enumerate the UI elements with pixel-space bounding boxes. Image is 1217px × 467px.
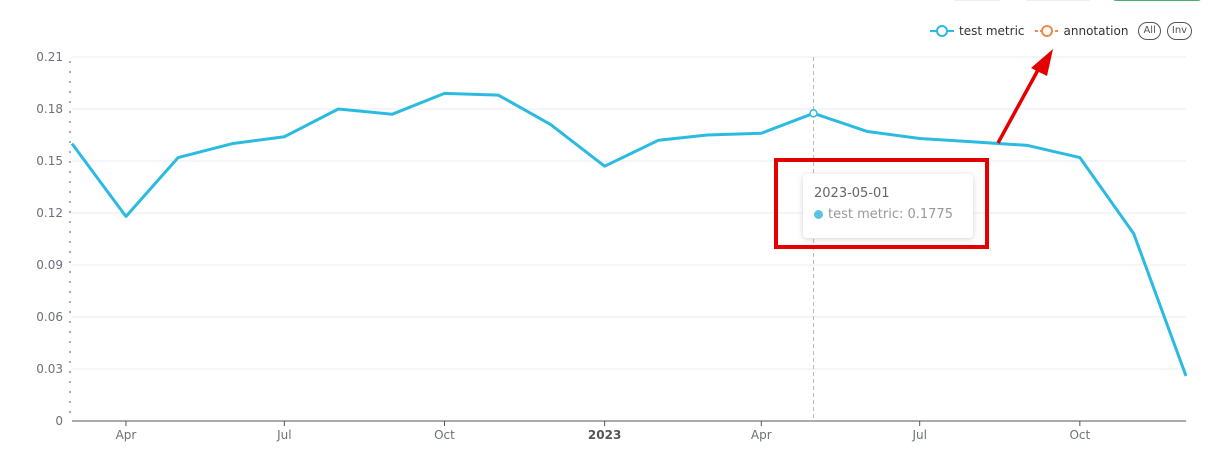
legend-line-circle-icon	[930, 25, 954, 37]
tooltip-date: 2023-05-01	[814, 186, 890, 201]
annotation-overlay	[774, 49, 1053, 249]
y-tick-label: 0.21	[36, 50, 63, 64]
x-axis-ticks: Apr Jul Oct 2023 Apr Jul Oct	[116, 421, 1090, 442]
grid-lines	[72, 56, 1186, 370]
legend-label: annotation	[1063, 24, 1129, 38]
y-axis-ticks: 0 0.03 0.06 0.09 0.12 0.15 0.18 0.21	[36, 50, 71, 428]
y-tick-label: 0.18	[36, 102, 63, 116]
highlighted-data-point	[809, 109, 818, 118]
toolbar-button-stub[interactable]	[952, 0, 1002, 1]
x-tick-label: Oct	[434, 428, 455, 442]
y-tick-label: 0.06	[36, 310, 63, 324]
arrow-head-icon	[1031, 49, 1053, 76]
x-tick-label: Apr	[751, 428, 772, 442]
tooltip-value-text: test metric: 0.1775	[828, 207, 953, 222]
y-tick-label: 0.12	[36, 206, 63, 220]
legend: test metric annotation All Inv	[930, 20, 1198, 42]
toolbar-button-stub[interactable]	[1112, 0, 1202, 1]
y-tick-label: 0	[55, 414, 63, 428]
legend-item-test-metric[interactable]: test metric	[930, 24, 1025, 38]
x-tick-label: 2023	[588, 428, 621, 442]
y-tick-label: 0.15	[36, 154, 63, 168]
legend-item-annotation[interactable]: annotation	[1034, 24, 1129, 38]
tooltip-series-dot-icon	[814, 210, 823, 219]
series-test-metric	[70, 91, 1188, 377]
x-tick-label: Jul	[911, 428, 926, 442]
highlight-box	[774, 158, 989, 249]
y-tick-label: 0.09	[36, 258, 63, 272]
arrow-shaft	[996, 69, 1040, 144]
y-tick-label: 0.03	[36, 362, 63, 376]
series-line-test-metric	[70, 91, 1188, 377]
legend-line-circle-icon	[1034, 25, 1059, 37]
x-tick-label: Oct	[1069, 428, 1090, 442]
tooltip: 2023-05-01 test metric: 0.1775	[803, 174, 973, 238]
x-tick-label: Apr	[116, 428, 137, 442]
legend-label: test metric	[959, 24, 1025, 38]
legend-inverse-button[interactable]: Inv	[1166, 22, 1193, 40]
toolbar-button-stub[interactable]	[1024, 0, 1092, 1]
legend-select-all-button[interactable]: All	[1138, 22, 1161, 40]
x-tick-label: Jul	[276, 428, 291, 442]
tooltip-row: test metric: 0.1775	[814, 207, 962, 222]
